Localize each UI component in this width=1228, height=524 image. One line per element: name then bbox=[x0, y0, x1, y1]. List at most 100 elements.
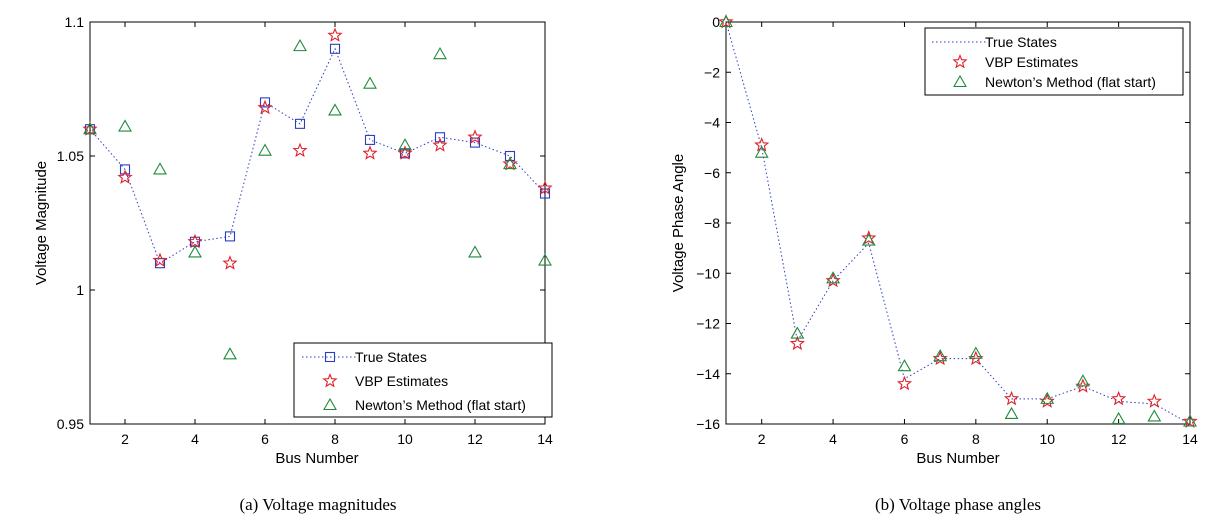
legend-box bbox=[924, 27, 1184, 96]
data-point-square bbox=[154, 258, 166, 269]
data-point-star bbox=[152, 252, 168, 268]
data-point-triangle bbox=[1111, 411, 1126, 425]
data-point-star bbox=[754, 137, 770, 152]
data-point-star bbox=[362, 145, 378, 160]
x-tick-label: 12 bbox=[467, 431, 483, 447]
y-tick-label: −16 bbox=[696, 416, 720, 432]
data-point-star bbox=[896, 375, 913, 391]
data-point-star bbox=[1110, 390, 1127, 406]
data-point-star bbox=[467, 129, 483, 144]
legend-label-true-states: True States bbox=[985, 34, 1057, 50]
data-point-star bbox=[825, 272, 841, 288]
x-tick-label: 12 bbox=[1111, 431, 1127, 447]
x-tick-label: 4 bbox=[191, 431, 199, 447]
data-point-star bbox=[327, 27, 343, 42]
chart-panel-magnitudes: 2 4 6 8 10 12 14 0.95 1 1.05 1.1 Bus Number Volta… bbox=[33, 14, 553, 514]
data-point-square bbox=[329, 43, 341, 54]
legend-marker-star bbox=[322, 372, 338, 388]
caption: (a) Voltage magnitudes bbox=[239, 495, 396, 514]
data-point-triangle bbox=[118, 119, 132, 132]
caption: (b) Voltage phase angles bbox=[875, 495, 1041, 514]
data-point-square bbox=[259, 97, 271, 108]
y-tick-label: −4 bbox=[704, 115, 720, 131]
x-tick-label: 6 bbox=[261, 431, 269, 447]
x-tick-label: 10 bbox=[1039, 431, 1055, 447]
data-point-star bbox=[932, 350, 948, 366]
y-tick-label: −8 bbox=[704, 215, 720, 231]
x-tick-label: 2 bbox=[121, 431, 129, 447]
x-axis-label: Bus Number bbox=[916, 450, 999, 467]
data-point-triangle bbox=[1040, 391, 1055, 404]
data-point-square bbox=[504, 150, 516, 162]
data-point-square bbox=[469, 137, 481, 148]
y-tick-label: 0.95 bbox=[57, 416, 84, 432]
data-point-triangle bbox=[153, 162, 167, 175]
data-point-triangle bbox=[754, 145, 769, 158]
legend: True States VBP Estimates Newton’s Metho… bbox=[924, 27, 1184, 96]
data-point-triangle bbox=[328, 103, 342, 116]
series-line-true-states bbox=[89, 47, 546, 264]
data-point-triangle bbox=[398, 138, 412, 151]
data-point-triangle bbox=[188, 245, 202, 258]
data-point-square bbox=[294, 118, 306, 129]
data-point-triangle bbox=[1147, 409, 1162, 422]
y-tick-label: 1.1 bbox=[65, 14, 85, 30]
data-point-triangle bbox=[83, 122, 97, 135]
data-point-triangle bbox=[968, 346, 983, 359]
data-point-star bbox=[1039, 393, 1055, 408]
series-line-true-states bbox=[725, 21, 1191, 425]
data-point-star bbox=[1003, 390, 1020, 406]
data-point-star bbox=[537, 180, 553, 195]
chart-panel-angles: 2 4 6 8 10 12 14 −16 −14 −12 −10 −8 −6 −4 −2 0 Bus Num… bbox=[670, 13, 1198, 514]
data-point-star bbox=[117, 169, 133, 184]
data-point-square bbox=[539, 188, 551, 199]
x-tick-label: 8 bbox=[331, 431, 339, 447]
data-point-triangle bbox=[468, 245, 482, 258]
data-point-triangle bbox=[223, 347, 237, 360]
data-point-star bbox=[257, 99, 273, 115]
y-axis-label: Voltage Phase Angle bbox=[670, 154, 687, 292]
data-point-square bbox=[364, 134, 376, 145]
data-point-triangle bbox=[790, 326, 805, 339]
y-tick-label: −10 bbox=[696, 265, 720, 281]
data-point-triangle bbox=[503, 156, 517, 170]
data-point-triangle bbox=[897, 359, 912, 372]
data-point-square bbox=[434, 132, 446, 143]
y-tick-label: −6 bbox=[704, 165, 720, 181]
y-tick-label: 1.05 bbox=[57, 148, 84, 164]
y-tick-label: −12 bbox=[696, 316, 720, 332]
data-point-star bbox=[502, 156, 518, 171]
data-point-triangle bbox=[1075, 374, 1090, 387]
x-axis-label: Bus Number bbox=[275, 450, 358, 467]
legend-label-vbp: VBP Estimates bbox=[355, 373, 448, 389]
data-point-star bbox=[397, 145, 413, 160]
legend: True States VBP Estimates Newton’s Metho… bbox=[293, 342, 553, 418]
data-point-triangle bbox=[719, 14, 733, 28]
data-point-star bbox=[82, 121, 98, 136]
x-tick-label: 4 bbox=[829, 431, 837, 447]
x-tick-label: 10 bbox=[397, 431, 413, 447]
legend-label-newton: Newton’s Method (flat start) bbox=[985, 74, 1156, 90]
data-point-square bbox=[119, 164, 131, 175]
y-axis-label: Voltage Magnitude bbox=[33, 161, 50, 285]
data-point-triangle bbox=[933, 349, 948, 362]
data-point-triangle bbox=[1004, 406, 1019, 420]
data-point-triangle bbox=[538, 253, 552, 266]
y-tick-label: 1 bbox=[76, 282, 84, 298]
data-point-triangle bbox=[826, 271, 841, 284]
legend-label-vbp: VBP Estimates bbox=[985, 54, 1078, 70]
data-point-triangle bbox=[363, 76, 377, 89]
data-point-triangle bbox=[861, 233, 876, 246]
data-point-star bbox=[861, 230, 877, 245]
data-point-triangle bbox=[433, 47, 447, 60]
x-tick-label: 2 bbox=[758, 431, 766, 447]
legend-marker-triangle bbox=[323, 397, 337, 411]
x-tick-label: 14 bbox=[1182, 431, 1198, 447]
legend-label-true-states: True States bbox=[355, 349, 427, 365]
y-tick-label: −14 bbox=[696, 366, 720, 382]
data-point-star bbox=[718, 13, 734, 29]
legend-marker-square bbox=[324, 351, 336, 363]
data-point-star bbox=[789, 335, 806, 351]
data-point-star bbox=[1182, 413, 1198, 428]
